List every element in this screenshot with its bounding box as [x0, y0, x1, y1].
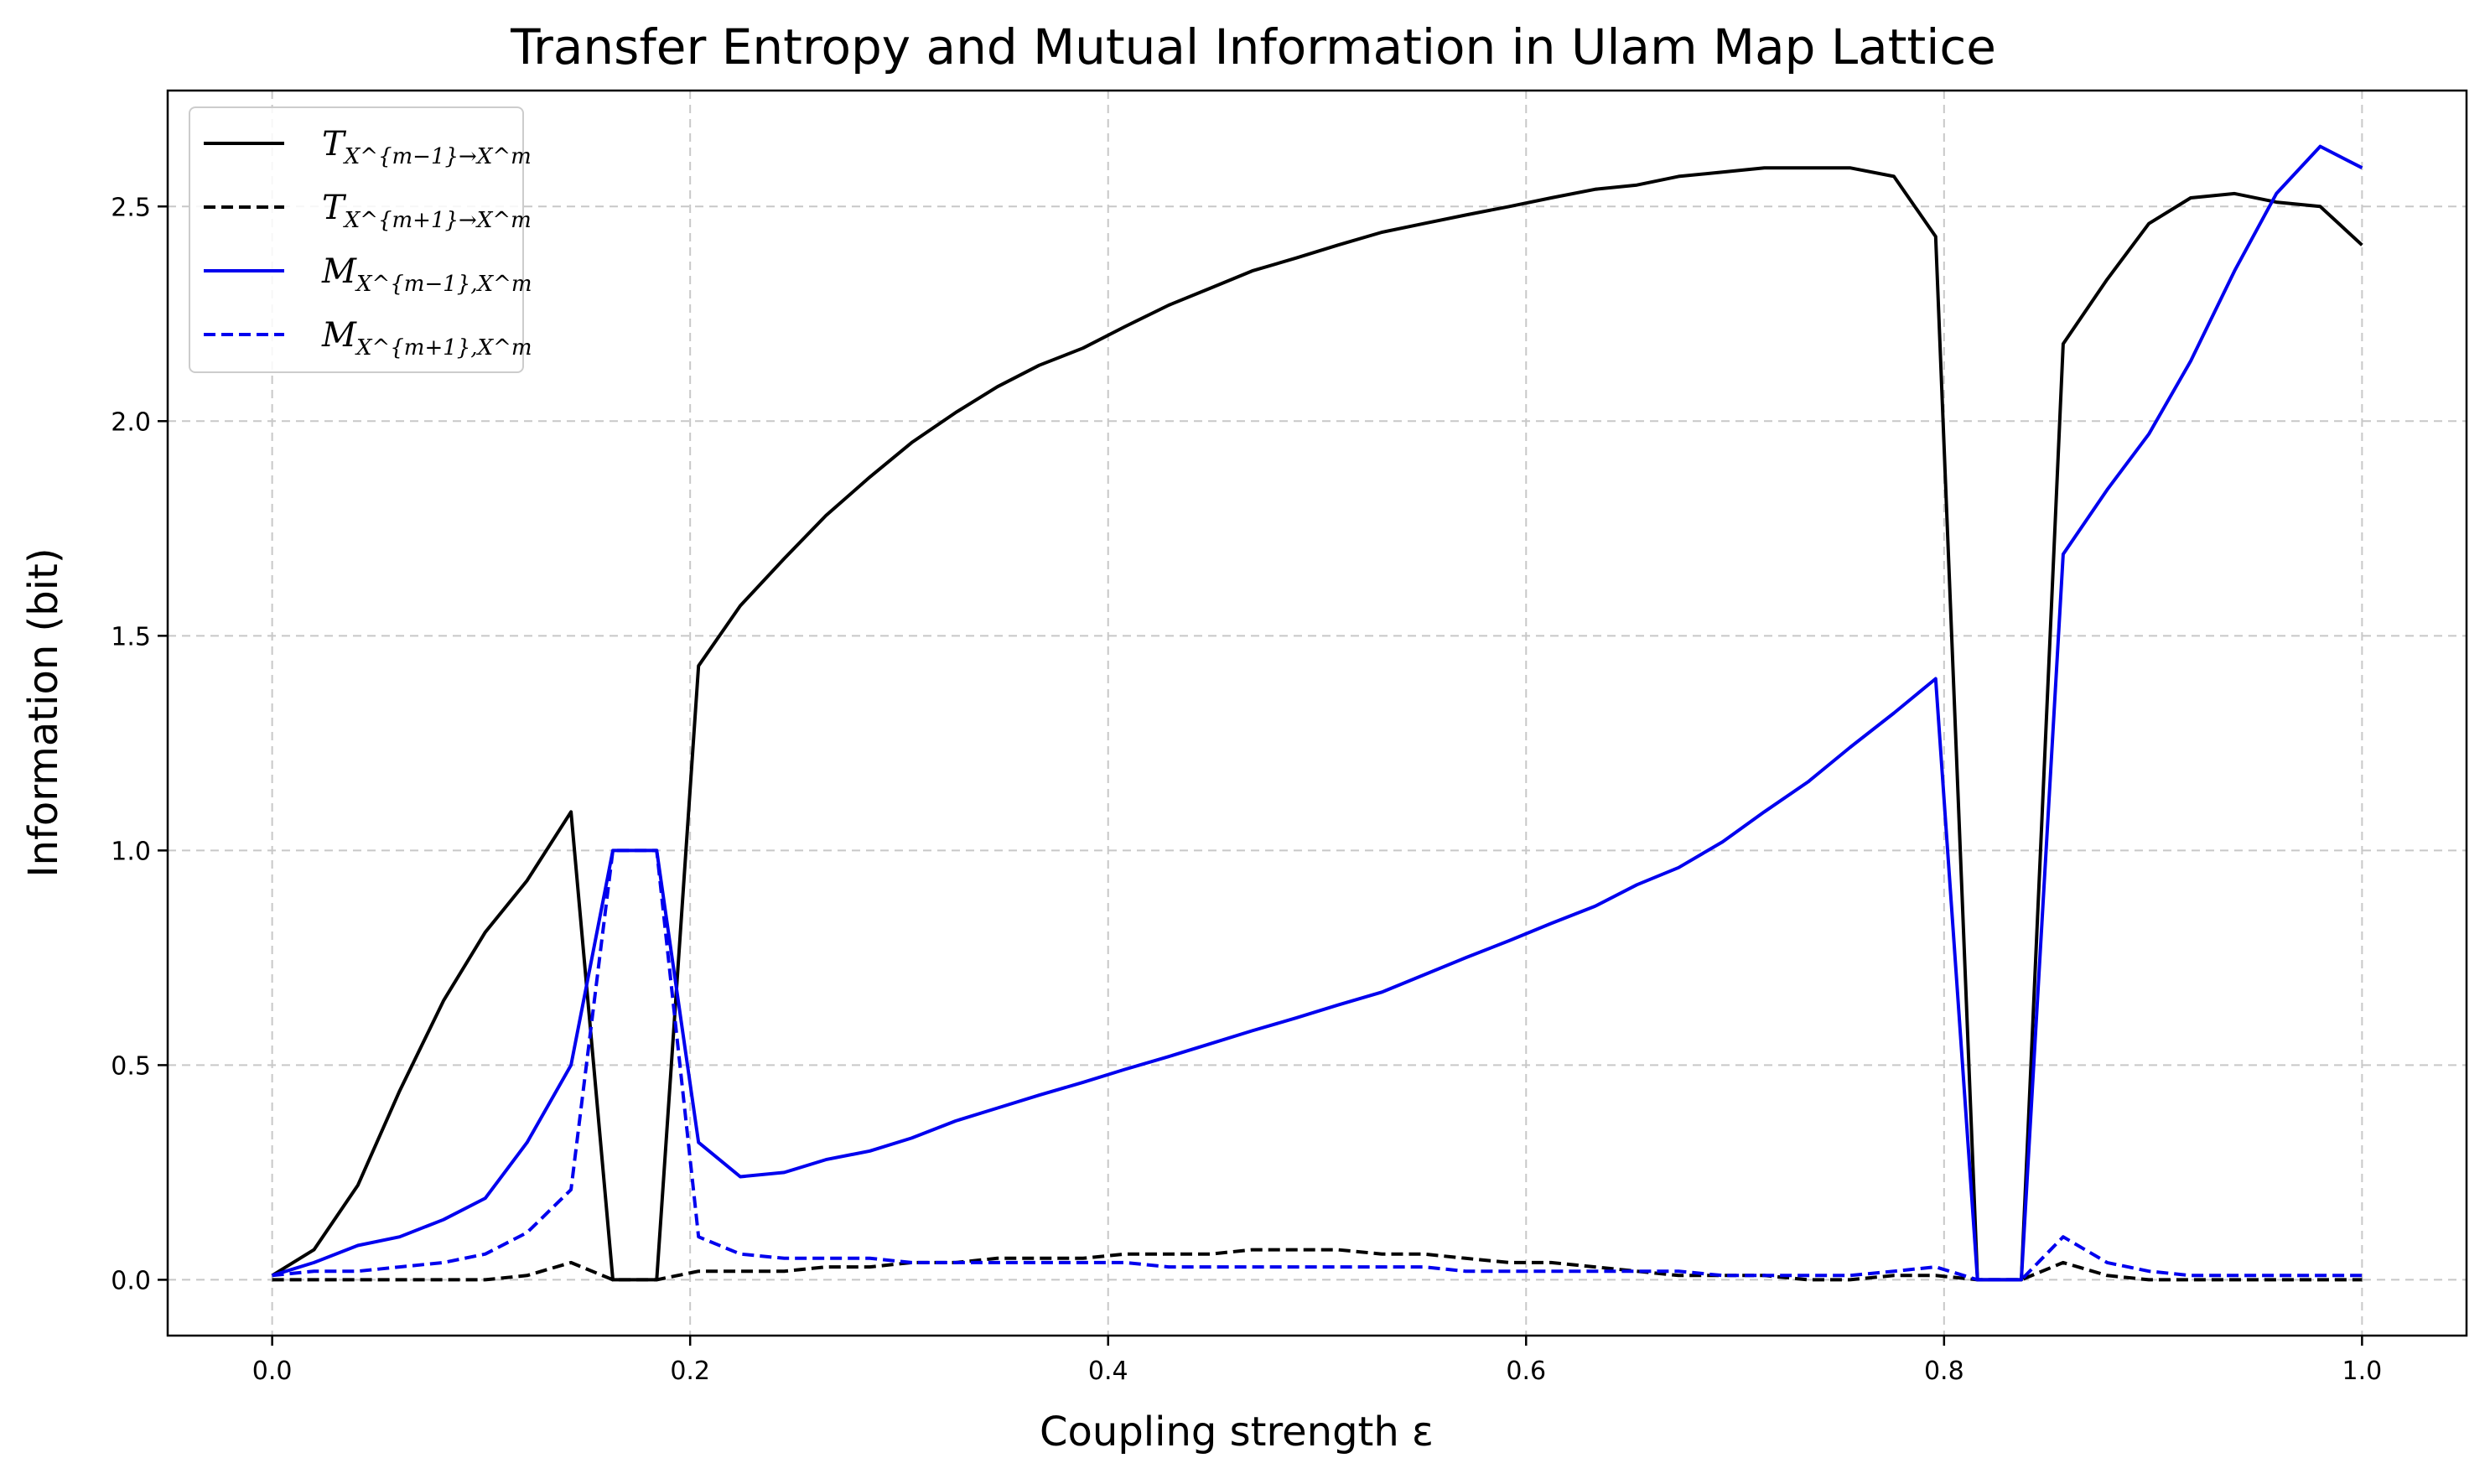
legend-label: MX^{m+1},X^m	[321, 316, 532, 361]
series-line	[272, 848, 2363, 1282]
y-tick-label: 2.0	[111, 407, 151, 437]
legend-label: TX^{m−1}→X^m	[322, 125, 532, 169]
x-tick-label: 0.4	[1088, 1357, 1128, 1386]
x-axis-title: Coupling strength ε	[1040, 1409, 1434, 1455]
y-tick-label: 1.0	[111, 837, 151, 866]
plot-area-frame	[166, 89, 2468, 1337]
y-tick-label: 1.5	[111, 622, 151, 651]
y-axis-ticks: 0.0 0.5 1.0 1.5 2.0 2.5	[111, 193, 168, 1295]
series-lines	[271, 144, 2363, 1282]
y-tick-label: 0.5	[111, 1051, 151, 1081]
x-tick-label: 0.2	[670, 1357, 710, 1386]
legend-label: TX^{m+1}→X^m	[322, 189, 532, 233]
y-tick-label: 0.0	[111, 1266, 151, 1295]
x-axis-ticks: 0.0 0.2 0.4 0.6 0.8 1.0	[252, 1336, 2382, 1386]
legend-box	[189, 106, 524, 373]
chart-title: Transfer Entropy and Mutual Information …	[510, 18, 1996, 75]
legend: TX^{m−1}→X^m TX^{m+1}→X^m MX^{m−1},X^m MX^{…	[189, 106, 532, 373]
x-tick-label: 1.0	[2342, 1357, 2383, 1386]
x-tick-label: 0.6	[1506, 1357, 1546, 1386]
y-axis-title: Information (bit)	[20, 547, 67, 877]
y-tick-label: 2.5	[111, 193, 151, 222]
x-tick-label: 0.8	[1924, 1357, 1964, 1386]
legend-label: MX^{m−1},X^m	[321, 252, 532, 297]
x-tick-label: 0.0	[252, 1357, 293, 1386]
